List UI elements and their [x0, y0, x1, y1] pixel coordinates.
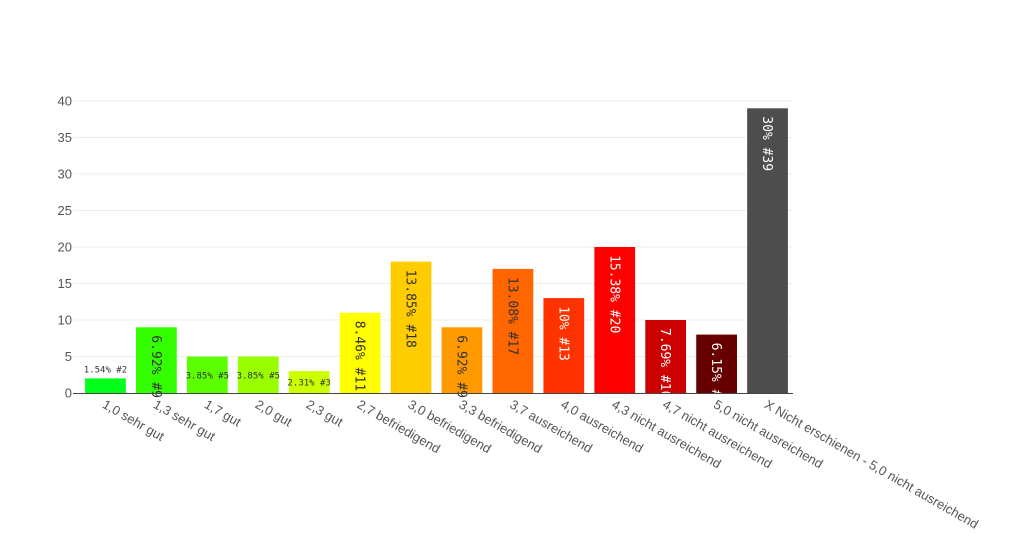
bar: [186, 356, 228, 393]
bar: [492, 268, 534, 393]
y-tick-label: 30: [58, 167, 72, 182]
y-tick-label: 5: [65, 349, 72, 364]
y-tick-label: 25: [58, 203, 72, 218]
bar-value-label: 15.38% #20: [606, 255, 621, 333]
bar: [136, 327, 177, 393]
y-tick-label: 0: [65, 386, 72, 401]
y-axis-ticks: 0 5 10 15 20 25 30 35 40: [58, 94, 72, 401]
bar: [85, 378, 126, 393]
bar: [543, 298, 585, 393]
bar-value-label: 2.31% #3: [287, 379, 330, 389]
bar-value-label: 30% #39: [759, 116, 774, 171]
y-tick-label: 20: [58, 240, 72, 255]
bar: [441, 327, 483, 393]
y-tick-label: 15: [58, 276, 72, 291]
bar: [645, 320, 687, 393]
bar: [594, 247, 636, 393]
y-tick-label: 35: [58, 130, 72, 145]
bar-value-label: 3.85% #5: [186, 371, 229, 381]
y-tick-label: 10: [58, 313, 72, 328]
bar: [237, 356, 279, 393]
bar-value-label: 8.46% #11: [352, 321, 367, 391]
bar-value-label: 6.92% #9: [148, 335, 163, 398]
bar-value-label: 7.69% #10: [657, 328, 672, 398]
gridlines: [73, 100, 793, 357]
bar: [390, 261, 432, 393]
bar: [747, 108, 788, 394]
bar-value-label: 10% #13: [555, 306, 570, 361]
bar: [339, 312, 381, 393]
bar-value-label: 1.54% #2: [84, 365, 127, 375]
x-tick-label: 2,0 gut: [253, 397, 295, 430]
bar-value-label: 13.08% #17: [504, 277, 519, 355]
x-tick-label: X Nicht erschienen - 5,0 nicht ausreiche…: [762, 397, 981, 532]
y-tick-label: 40: [58, 94, 72, 109]
bar-value-label: 6.15% #8: [708, 343, 723, 406]
bar-value-label: 13.85% #18: [403, 270, 418, 348]
bar: [696, 334, 737, 393]
bar-value-label: 3.85% #5: [237, 371, 280, 381]
bar-value-label: 6.92% #9: [453, 335, 468, 398]
bars: [85, 108, 788, 394]
bar-labels: 1.54% #2 6.92% #9 3.85% #5 3.85% #5 2.31% #3…: [84, 116, 774, 405]
x-tick-label: 2,3 gut: [304, 397, 346, 430]
bar: [288, 371, 330, 393]
